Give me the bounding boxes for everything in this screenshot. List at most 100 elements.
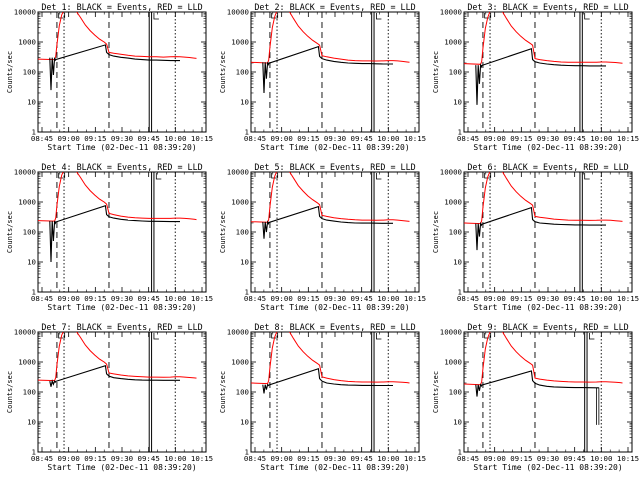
x-tick-label: 10:15 bbox=[404, 454, 426, 463]
chart-title: Det 6: BLACK = Events, RED = LLD bbox=[467, 162, 628, 172]
x-tick-label: 09:00 bbox=[58, 134, 80, 143]
x-tick-label: 10:00 bbox=[377, 134, 399, 143]
bracket-marker-right bbox=[155, 173, 162, 180]
y-tick-label: 100 bbox=[449, 228, 462, 237]
x-axis-label: Start Time (02-Dec-11 08:39:20) bbox=[47, 143, 196, 152]
x-tick-label: 10:15 bbox=[404, 134, 426, 143]
y-tick-label: 10 bbox=[27, 98, 36, 107]
events-series-line bbox=[49, 204, 180, 263]
y-tick-label: 100 bbox=[23, 228, 36, 237]
plot-area bbox=[38, 332, 197, 452]
x-tick-label: 09:30 bbox=[111, 134, 133, 143]
lld-series-line bbox=[38, 332, 197, 382]
y-tick-label: 10000 bbox=[14, 8, 36, 17]
y-axis-label: Counts/sec bbox=[6, 51, 14, 93]
chart-title: Det 5: BLACK = Events, RED = LLD bbox=[254, 162, 415, 172]
y-tick-label: 10 bbox=[453, 258, 462, 267]
y-tick-label: 1000 bbox=[444, 38, 462, 47]
plot-frame bbox=[37, 331, 207, 453]
y-tick-label: 1000 bbox=[444, 198, 462, 207]
panel-4: Det 4: BLACK = Events, RED = LLD 1 10 100 10… bbox=[6, 162, 213, 312]
y-axis-label: Counts/sec bbox=[432, 211, 440, 253]
y-tick-label: 10 bbox=[240, 98, 249, 107]
lld-series-line bbox=[38, 12, 197, 61]
x-tick-label: 09:00 bbox=[484, 294, 506, 303]
y-tick-label: 1 bbox=[458, 128, 462, 137]
x-axis-label: Start Time (02-Dec-11 08:39:20) bbox=[47, 463, 196, 472]
x-tick-label: 09:30 bbox=[537, 454, 559, 463]
lld-series-line bbox=[251, 12, 410, 64]
x-tick-label: 09:15 bbox=[84, 134, 106, 143]
x-tick-label: 09:30 bbox=[111, 454, 133, 463]
y-tick-label: 10000 bbox=[14, 168, 36, 177]
x-tick-label: 09:30 bbox=[324, 134, 346, 143]
y-tick-label: 10000 bbox=[440, 8, 462, 17]
y-tick-label: 10000 bbox=[440, 168, 462, 177]
x-axis-label: Start Time (02-Dec-11 08:39:20) bbox=[473, 303, 622, 312]
panel-2: Det 2: BLACK = Events, RED = LLD 1 10 100 10… bbox=[219, 2, 426, 152]
x-tick-label: 10:15 bbox=[617, 454, 639, 463]
y-tick-label: 1 bbox=[245, 288, 249, 297]
x-axis-label: Start Time (02-Dec-11 08:39:20) bbox=[260, 463, 409, 472]
x-tick-label: 09:00 bbox=[271, 134, 293, 143]
x-tick-label: 09:00 bbox=[58, 454, 80, 463]
x-tick-label: 09:45 bbox=[138, 454, 160, 463]
y-tick-label: 100 bbox=[236, 228, 249, 237]
y-tick-label: 1000 bbox=[18, 198, 36, 207]
x-tick-label: 10:00 bbox=[590, 134, 612, 143]
x-tick-label: 09:15 bbox=[84, 454, 106, 463]
y-tick-label: 1000 bbox=[231, 358, 249, 367]
plot-frame bbox=[37, 171, 207, 293]
y-tick-label: 100 bbox=[23, 388, 36, 397]
plot-frame bbox=[250, 171, 420, 293]
chart-title: Det 4: BLACK = Events, RED = LLD bbox=[41, 162, 202, 172]
lld-series-line bbox=[464, 172, 623, 225]
panel-1: Det 1: BLACK = Events, RED = LLD 1 10 100 10… bbox=[6, 2, 213, 152]
y-tick-label: 10 bbox=[240, 258, 249, 267]
y-tick-label: 1 bbox=[32, 288, 36, 297]
y-tick-label: 10000 bbox=[440, 328, 462, 337]
y-axis-label: Counts/sec bbox=[432, 371, 440, 413]
events-series-line bbox=[262, 205, 393, 239]
x-axis-label: Start Time (02-Dec-11 08:39:20) bbox=[473, 143, 622, 152]
x-axis-label: Start Time (02-Dec-11 08:39:20) bbox=[260, 143, 409, 152]
events-series-line bbox=[49, 364, 180, 387]
events-series-line bbox=[262, 45, 393, 94]
plot-frame bbox=[463, 331, 633, 453]
x-tick-label: 09:15 bbox=[84, 294, 106, 303]
y-tick-label: 10 bbox=[453, 98, 462, 107]
x-axis-label: Start Time (02-Dec-11 08:39:20) bbox=[260, 303, 409, 312]
y-tick-label: 1000 bbox=[18, 358, 36, 367]
y-tick-label: 10 bbox=[453, 418, 462, 427]
y-tick-label: 1000 bbox=[231, 38, 249, 47]
y-axis-label: Counts/sec bbox=[6, 211, 14, 253]
x-tick-label: 09:45 bbox=[138, 134, 160, 143]
y-axis-label: Counts/sec bbox=[432, 51, 440, 93]
y-tick-label: 10 bbox=[27, 418, 36, 427]
y-tick-label: 100 bbox=[236, 68, 249, 77]
plot-area bbox=[251, 12, 410, 132]
x-tick-label: 10:15 bbox=[617, 134, 639, 143]
x-tick-label: 08:45 bbox=[31, 454, 53, 463]
y-tick-label: 10 bbox=[27, 258, 36, 267]
x-tick-label: 09:45 bbox=[564, 294, 586, 303]
x-tick-label: 09:00 bbox=[271, 454, 293, 463]
x-tick-label: 08:45 bbox=[244, 454, 266, 463]
plot-area bbox=[251, 332, 410, 452]
lld-series-line bbox=[464, 332, 623, 386]
x-tick-label: 10:00 bbox=[590, 454, 612, 463]
x-tick-label: 08:45 bbox=[244, 294, 266, 303]
y-tick-label: 10000 bbox=[227, 328, 249, 337]
x-tick-label: 09:30 bbox=[324, 294, 346, 303]
bracket-marker-right bbox=[153, 333, 159, 340]
lld-series-line bbox=[464, 12, 623, 65]
x-tick-label: 08:45 bbox=[244, 134, 266, 143]
chart-title: Det 9: BLACK = Events, RED = LLD bbox=[467, 322, 628, 332]
y-axis-label: Counts/sec bbox=[219, 211, 227, 253]
bracket-marker-right bbox=[376, 173, 382, 180]
chart-title: Det 2: BLACK = Events, RED = LLD bbox=[254, 2, 415, 12]
y-tick-label: 1 bbox=[245, 128, 249, 137]
y-tick-label: 100 bbox=[23, 68, 36, 77]
y-tick-label: 10 bbox=[240, 418, 249, 427]
x-tick-label: 09:00 bbox=[484, 134, 506, 143]
